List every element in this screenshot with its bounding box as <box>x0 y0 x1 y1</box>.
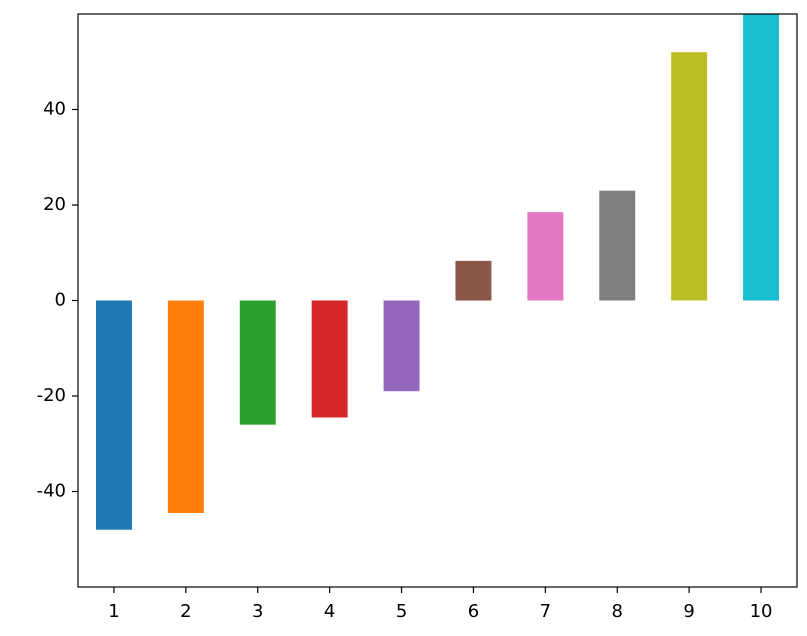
bar <box>95 300 132 530</box>
bar <box>743 14 780 301</box>
bar <box>311 300 348 418</box>
y-tick-label: 0 <box>55 290 66 311</box>
y-tick-label: 40 <box>43 99 66 120</box>
x-tick-label: 7 <box>540 601 551 622</box>
bar <box>527 212 564 301</box>
x-tick-label: 4 <box>324 601 335 622</box>
bar <box>383 300 420 392</box>
x-tick-label: 8 <box>612 601 623 622</box>
y-tick-label: 20 <box>43 194 66 215</box>
x-tick-label: 1 <box>108 601 119 622</box>
x-tick-label: 2 <box>180 601 191 622</box>
bar <box>455 260 492 301</box>
plot-area <box>95 14 780 530</box>
x-tick-label: 3 <box>252 601 263 622</box>
bar <box>599 190 636 301</box>
x-tick-label: 5 <box>396 601 407 622</box>
x-tick-label: 9 <box>683 601 694 622</box>
bar <box>239 300 276 425</box>
bar <box>167 300 204 513</box>
x-tick-label: 6 <box>468 601 479 622</box>
x-tick-label: 10 <box>750 601 773 622</box>
bar <box>671 52 708 301</box>
y-tick-label: -20 <box>37 385 66 406</box>
y-tick-label: -40 <box>37 481 66 502</box>
